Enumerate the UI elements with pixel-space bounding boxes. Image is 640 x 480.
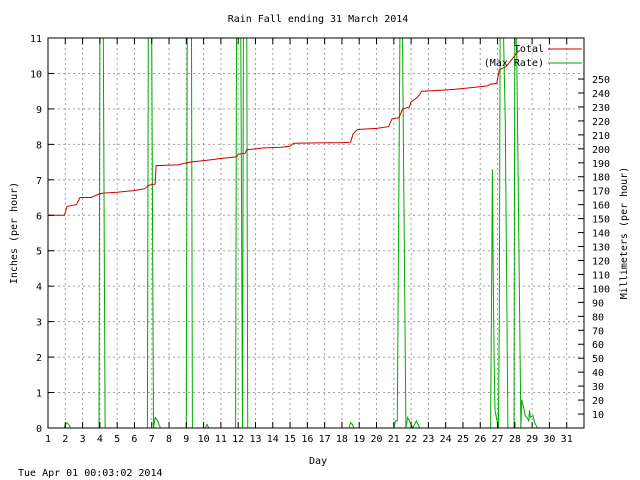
y-tick-label-right: 140 — [592, 229, 610, 240]
x-tick-label: 15 — [284, 434, 296, 445]
y-tick-label-right: 150 — [592, 215, 610, 226]
plot-frame — [47, 37, 585, 429]
chart-title: Rain Fall ending 31 March 2014 — [228, 14, 409, 25]
y-tick-label-right: 20 — [592, 396, 604, 407]
y-tick-label-right: 40 — [592, 368, 604, 379]
y-tick-label-right: 130 — [592, 243, 610, 254]
y-tick-label-right: 60 — [592, 340, 604, 351]
y-tick-label-right: 160 — [592, 201, 610, 212]
x-tick-label: 27 — [492, 434, 504, 445]
x-tick-label: 26 — [474, 434, 486, 445]
x-tick-label: 12 — [232, 434, 244, 445]
x-tick-label: 21 — [388, 434, 400, 445]
y-tick-label-right: 180 — [592, 173, 610, 184]
x-tick-label: 5 — [114, 434, 120, 445]
y-tick-label-right: 190 — [592, 159, 610, 170]
y-tick-label-left: 2 — [36, 353, 42, 364]
x-tick-label: 20 — [370, 434, 382, 445]
y-tick-label-right: 230 — [592, 103, 610, 114]
y-tick-label-left: 8 — [36, 140, 42, 151]
x-tick-label: 24 — [440, 434, 452, 445]
x-tick-label: 14 — [267, 434, 279, 445]
legend: Total (Max Rate) — [484, 44, 582, 69]
y-tick-label-left: 5 — [36, 247, 42, 258]
series-layer — [48, 37, 538, 430]
y-tick-label-left: 4 — [36, 282, 42, 293]
axis-labels: 1 2 3 4 5 6 7 8 9 10 11 12 13 14 15 16 17 18 19 20 21 22 23 24 2… — [30, 34, 610, 445]
y-tick-label-left: 3 — [36, 318, 42, 329]
grid — [48, 38, 584, 428]
y-tick-label-right: 240 — [592, 89, 610, 100]
y-tick-label-right: 70 — [592, 326, 604, 337]
x-tick-label: 1 — [45, 434, 51, 445]
x-tick-label: 28 — [509, 434, 521, 445]
y-tick-label-right: 10 — [592, 410, 604, 421]
y-tick-label-left: 7 — [36, 176, 42, 187]
x-tick-label: 2 — [62, 434, 68, 445]
x-tick-label: 31 — [561, 434, 573, 445]
y-tick-label-right: 80 — [592, 312, 604, 323]
x-tick-label: 16 — [301, 434, 313, 445]
x-tick-label: 8 — [166, 434, 172, 445]
series-max-rate-line — [48, 37, 538, 430]
y-tick-label-right: 200 — [592, 145, 610, 156]
x-tick-label: 10 — [198, 434, 210, 445]
legend-label-total: Total — [514, 44, 544, 55]
y-tick-label-right: 50 — [592, 354, 604, 365]
x-axis-label: Day — [309, 456, 327, 467]
axes — [47, 37, 585, 429]
x-tick-label: 23 — [422, 434, 434, 445]
x-tick-label: 6 — [131, 434, 137, 445]
x-tick-label: 7 — [149, 434, 155, 445]
y-tick-label-right: 250 — [592, 75, 610, 86]
y-axis-label-right: Millimeters (per hour) — [619, 167, 630, 299]
x-tick-label: 4 — [97, 434, 103, 445]
y-tick-label-right: 120 — [592, 256, 610, 267]
y-tick-label-left: 1 — [36, 389, 42, 400]
y-tick-label-right: 220 — [592, 117, 610, 128]
y-tick-label-left: 10 — [30, 69, 42, 80]
x-tick-label: 22 — [405, 434, 417, 445]
y-tick-label-right: 110 — [592, 270, 610, 281]
y-tick-label-right: 90 — [592, 298, 604, 309]
x-tick-label: 19 — [353, 434, 365, 445]
y-tick-label-right: 100 — [592, 284, 610, 295]
y-tick-label-left: 0 — [36, 424, 42, 435]
x-tick-label: 30 — [543, 434, 555, 445]
timestamp: Tue Apr 01 00:03:02 2014 — [18, 468, 163, 479]
x-tick-label: 9 — [183, 434, 189, 445]
x-tick-label: 29 — [526, 434, 538, 445]
x-tick-label: 18 — [336, 434, 348, 445]
x-tick-label: 11 — [215, 434, 227, 445]
y-tick-label-right: 210 — [592, 131, 610, 142]
y-tick-label-left: 11 — [30, 34, 42, 45]
x-tick-label: 25 — [457, 434, 469, 445]
x-tick-label: 17 — [319, 434, 331, 445]
y-tick-label-right: 170 — [592, 187, 610, 198]
x-tick-label: 13 — [249, 434, 261, 445]
series-total-line — [48, 49, 521, 216]
x-tick-label: 3 — [80, 434, 86, 445]
y-tick-label-right: 30 — [592, 382, 604, 393]
legend-label-max-rate: (Max Rate) — [484, 58, 544, 69]
y-axis-label-left: Inches (per hour) — [9, 182, 20, 284]
y-tick-label-left: 9 — [36, 105, 42, 116]
y-tick-label-left: 6 — [36, 211, 42, 222]
